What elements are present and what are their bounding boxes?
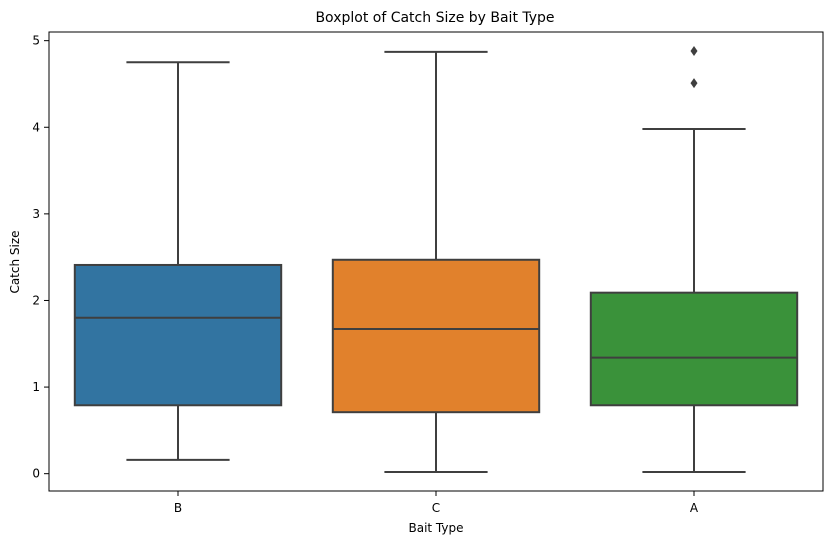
box-B [73,263,283,407]
outlier-point [690,46,698,57]
x-axis-label: Bait Type [408,521,463,535]
x-tick-label: C [432,501,440,515]
y-tick-label: 2 [32,293,40,307]
box-group-A [589,46,799,473]
y-tick-label: 3 [32,207,40,221]
plot-area [73,46,799,473]
box-A [589,291,799,407]
x-tick-label: A [690,501,699,515]
outlier-point [690,78,698,89]
y-axis-label: Catch Size [8,230,22,293]
box-C [331,258,541,414]
box-group-C [331,50,541,473]
x-tick-label: B [174,501,182,515]
box-group-B [73,61,283,461]
chart-title: Boxplot of Catch Size by Bait Type [315,10,554,26]
y-tick-label: 4 [32,120,40,134]
y-axis: 0 1 2 3 4 5 [32,34,49,481]
y-tick-label: 5 [32,34,40,48]
y-tick-label: 1 [32,380,40,394]
y-tick-label: 0 [32,467,40,481]
